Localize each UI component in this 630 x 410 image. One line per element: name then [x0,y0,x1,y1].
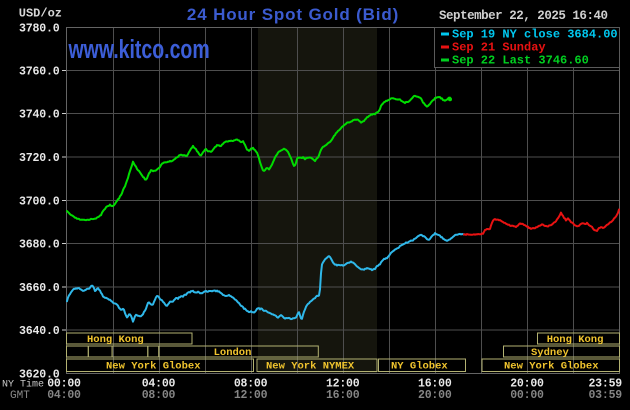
svg-text:16:00: 16:00 [418,378,452,391]
svg-text:24 Hour Spot Gold (Bid): 24 Hour Spot Gold (Bid) [187,5,399,24]
svg-text:3780.0: 3780.0 [19,23,60,36]
svg-text:Sep 19 NY close 3684.00: Sep 19 NY close 3684.00 [452,27,618,41]
svg-text:Sydney: Sydney [531,347,570,359]
svg-text:Sep 22 Last 3746.60: Sep 22 Last 3746.60 [452,53,589,67]
svg-text:3700.0: 3700.0 [19,196,60,209]
svg-text:New York Globex: New York Globex [504,361,599,373]
svg-text:New York NYMEX: New York NYMEX [266,361,355,373]
svg-text:Hong Kong: Hong Kong [87,334,144,346]
svg-text:04:00: 04:00 [47,389,81,402]
svg-text:00:00: 00:00 [510,389,544,402]
svg-text:12:00: 12:00 [234,389,268,402]
svg-text:London: London [214,347,252,359]
svg-text:04:00: 04:00 [142,378,176,391]
svg-text:3640.0: 3640.0 [19,325,60,338]
svg-text:NY Globex: NY Globex [391,361,448,373]
svg-text:20:00: 20:00 [418,389,452,402]
svg-text:3740.0: 3740.0 [19,109,60,122]
svg-text:3720.0: 3720.0 [19,152,60,165]
svg-text:NY Time: NY Time [2,379,44,391]
svg-text:USD/oz: USD/oz [19,7,62,21]
svg-text:3620.0: 3620.0 [19,369,60,382]
svg-text:GMT: GMT [10,390,30,402]
svg-text:Sep 21 Sunday: Sep 21 Sunday [452,40,546,54]
svg-text:12:00: 12:00 [326,378,360,391]
svg-text:23:59: 23:59 [588,378,622,391]
svg-text:16:00: 16:00 [326,389,360,402]
svg-text:08:00: 08:00 [234,378,268,391]
svg-text:00:00: 00:00 [47,378,81,391]
svg-text:September 22, 2025 16:40: September 22, 2025 16:40 [439,9,608,23]
svg-text:03:59: 03:59 [588,389,622,402]
svg-text:New York Globex: New York Globex [106,361,201,373]
svg-text:www.kitco.com: www.kitco.com [68,34,210,64]
svg-text:20:00: 20:00 [510,378,544,391]
svg-text:3660.0: 3660.0 [19,282,60,295]
svg-text:3680.0: 3680.0 [19,239,60,252]
svg-text:Hong Kong: Hong Kong [547,334,604,346]
svg-text:3760.0: 3760.0 [19,66,60,79]
svg-text:08:00: 08:00 [142,389,176,402]
